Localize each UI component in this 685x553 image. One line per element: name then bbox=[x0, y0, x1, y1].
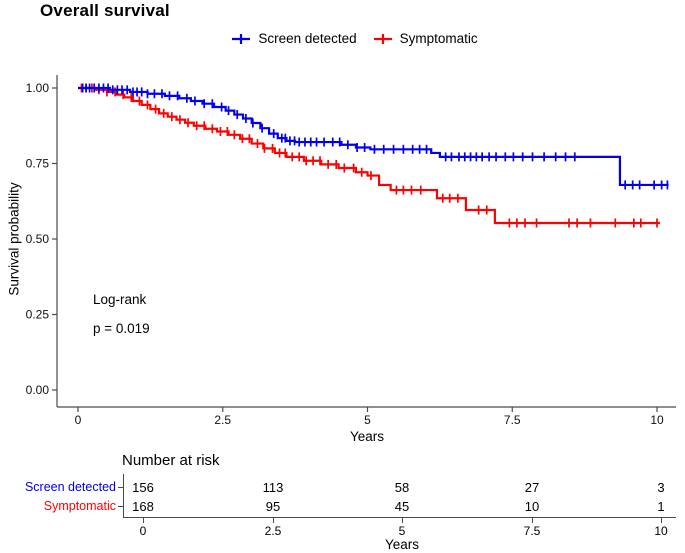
y-axis-label: Survival probability bbox=[6, 182, 22, 296]
risk-count: 10 bbox=[524, 499, 540, 514]
legend-item-screen-detected: Screen detected bbox=[231, 31, 357, 46]
x-tick-label: 0 bbox=[75, 413, 82, 427]
risk-count: 113 bbox=[262, 480, 284, 495]
plot-title: Overall survival bbox=[40, 1, 170, 20]
x-tick-label: 7.5 bbox=[504, 413, 521, 427]
survival-curve-symptomatic bbox=[78, 83, 660, 228]
risk-axis-tick bbox=[143, 518, 145, 523]
risk-count: 168 bbox=[132, 499, 154, 514]
risk-axis-tick-label: 0 bbox=[139, 524, 147, 538]
y-tick-label: 0.25 bbox=[26, 308, 50, 322]
risk-axis-vline bbox=[123, 474, 125, 517]
risk-table-title: Number at risk bbox=[122, 452, 220, 469]
risk-count: 1 bbox=[657, 499, 665, 514]
x-axis-label: Years bbox=[349, 429, 385, 444]
risk-count: 3 bbox=[657, 480, 665, 495]
censor-marks bbox=[81, 83, 669, 190]
x-tick-label: 10 bbox=[650, 413, 664, 427]
risk-row-label-screen-detected: Screen detected bbox=[24, 480, 116, 494]
risk-axis-hline bbox=[123, 517, 676, 519]
legend: Screen detected Symptomatic bbox=[12, 31, 685, 46]
risk-axis-tick-label: 2.5 bbox=[264, 524, 282, 538]
axes: 0.00 0.25 0.50 0.75 1.00 0 2.5 5 7.5 10 bbox=[26, 75, 676, 427]
risk-count: 58 bbox=[394, 480, 410, 495]
risk-axis-tick bbox=[532, 518, 534, 523]
risk-count: 27 bbox=[524, 480, 540, 495]
x-tick-label: 2.5 bbox=[214, 413, 231, 427]
legend-label-symptomatic: Symptomatic bbox=[399, 31, 478, 46]
legend-item-symptomatic: Symptomatic bbox=[373, 31, 478, 46]
plus-marker-icon bbox=[373, 33, 392, 44]
y-tick-label: 1.00 bbox=[26, 81, 50, 95]
risk-axis-tick-label: 10 bbox=[654, 524, 668, 538]
pvalue-annotation: p = 0.019 bbox=[93, 321, 150, 336]
y-tick-label: 0.50 bbox=[26, 232, 50, 246]
logrank-annotation: Log-rank bbox=[93, 292, 147, 307]
y-tick-label: 0.00 bbox=[26, 383, 50, 397]
risk-axis-tick bbox=[402, 518, 404, 523]
risk-axis-tick-label: 5 bbox=[398, 524, 406, 538]
censor-marks bbox=[80, 83, 658, 228]
risk-count: 45 bbox=[394, 499, 410, 514]
survival-curve-screen-detected bbox=[78, 83, 669, 190]
risk-x-axis-label: Years bbox=[384, 537, 420, 552]
y-tick-label: 0.75 bbox=[26, 157, 50, 171]
legend-label-screen-detected: Screen detected bbox=[258, 31, 357, 46]
risk-axis-tick-label: 7.5 bbox=[523, 524, 541, 538]
risk-count: 95 bbox=[265, 499, 281, 514]
risk-row-tick bbox=[118, 506, 123, 508]
x-tick-label: 5 bbox=[364, 413, 371, 427]
risk-axis-tick bbox=[661, 518, 663, 523]
risk-row-label-symptomatic: Symptomatic bbox=[43, 499, 116, 513]
risk-axis-tick bbox=[273, 518, 275, 523]
risk-count: 156 bbox=[132, 480, 154, 495]
risk-row-tick bbox=[118, 487, 123, 489]
plus-marker-icon bbox=[232, 33, 251, 44]
